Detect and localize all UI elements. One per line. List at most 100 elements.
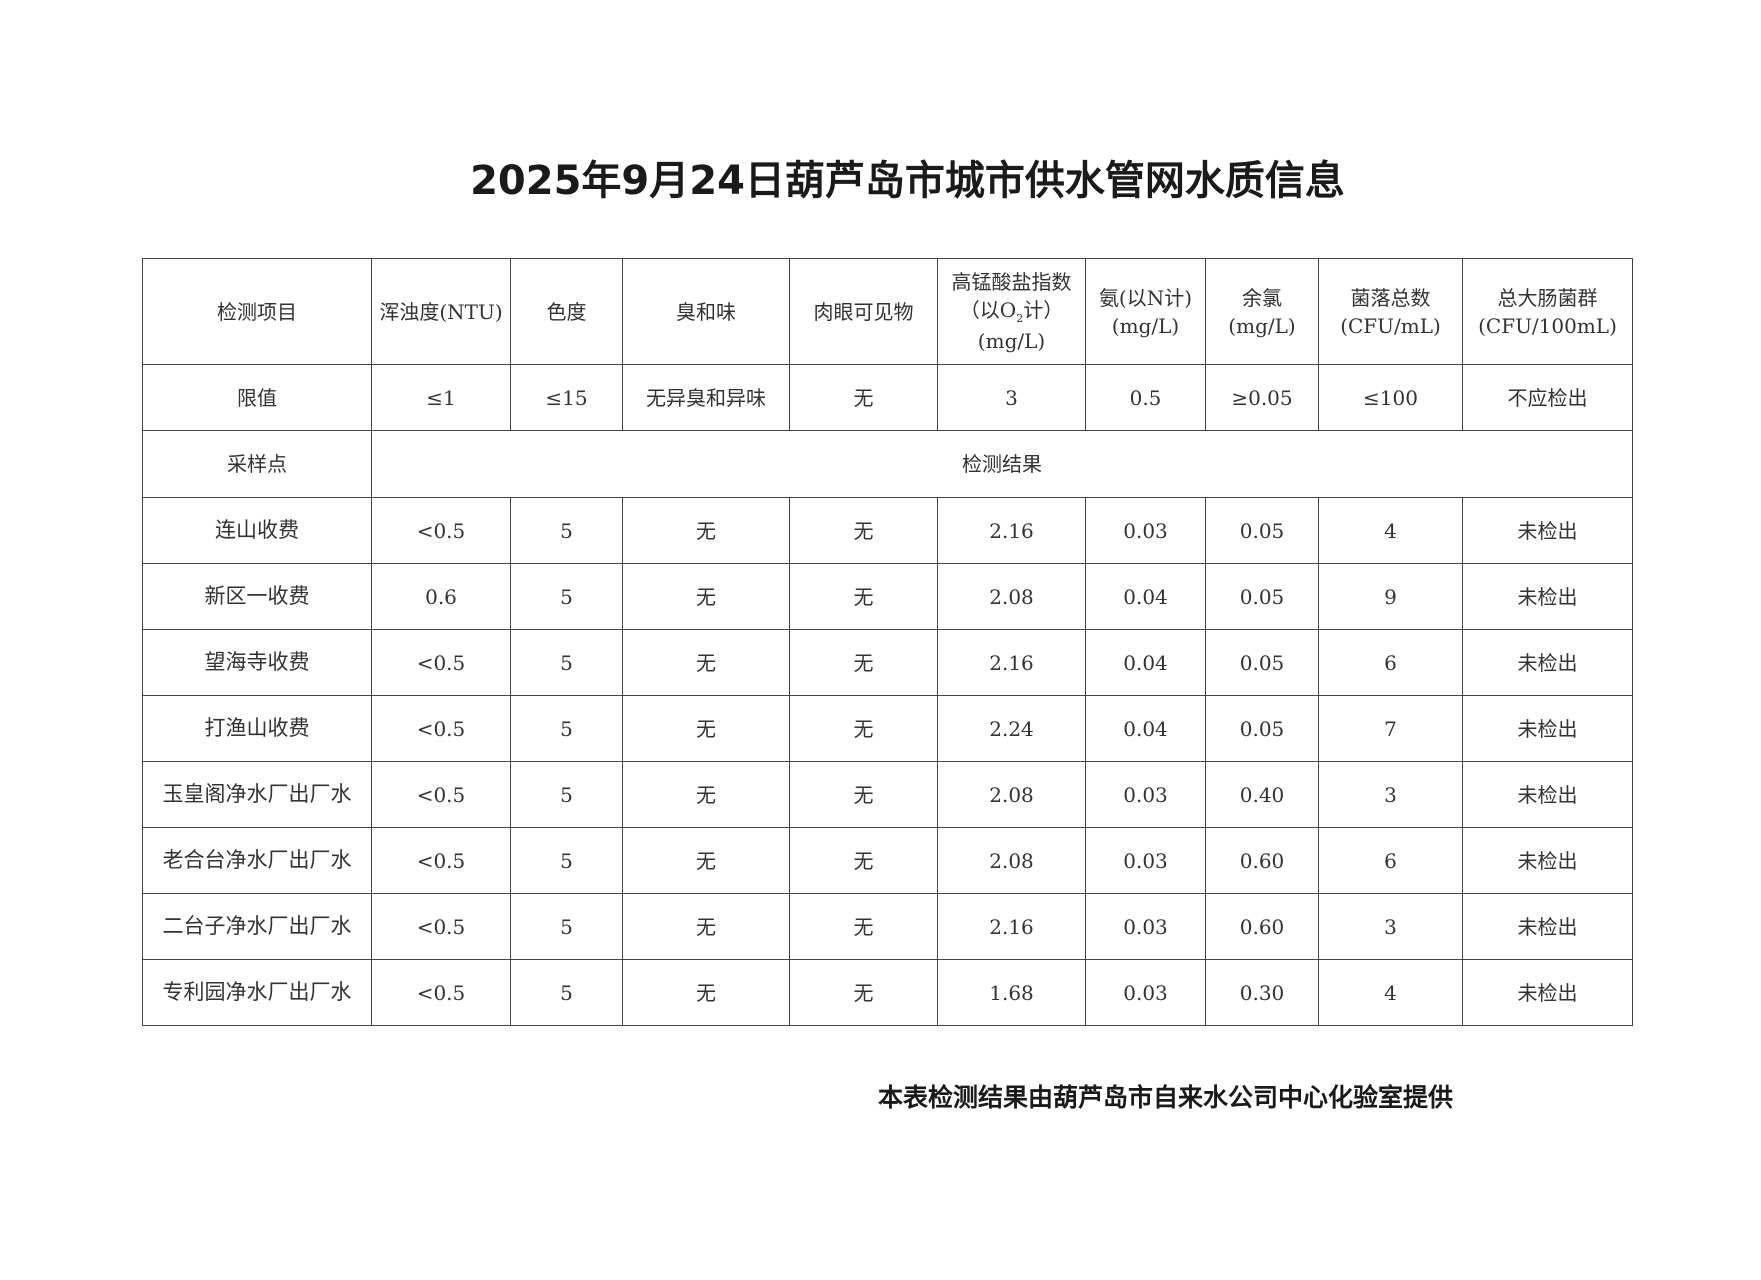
- result-cell: 未检出: [1462, 827, 1633, 894]
- header-row: 检测项目 浑浊度(NTU) 色度 臭和味 肉眼可见物 高锰酸盐指数 （以O2计）…: [142, 258, 1633, 365]
- result-cell: 未检出: [1462, 959, 1633, 1026]
- result-cell: 5: [510, 761, 623, 828]
- result-cell: 7: [1318, 695, 1463, 762]
- result-cell: 0.04: [1085, 563, 1206, 630]
- header-cell: 检测项目: [142, 258, 372, 365]
- result-cell: 6: [1318, 629, 1463, 696]
- result-cell: <0.5: [371, 695, 511, 762]
- result-cell: 无: [622, 959, 790, 1026]
- table-row: 二台子净水厂出厂水 <0.5 5 无无 2.16 0.03 0.60 3 未检出: [142, 893, 1633, 960]
- result-cell: 0.30: [1205, 959, 1319, 1026]
- sampling-point: 望海寺收费: [142, 629, 372, 696]
- header-label: 菌落总数: [1350, 285, 1431, 310]
- result-cell: 未检出: [1462, 761, 1633, 828]
- table-row: 打渔山收费 <0.5 5 无无 2.24 0.04 0.05 7 未检出: [142, 695, 1633, 762]
- result-cell: 0.03: [1085, 893, 1206, 960]
- limit-cell: ≤100: [1318, 364, 1463, 431]
- sampling-point: 老合台净水厂出厂水: [142, 827, 372, 894]
- header-label: 检测项目: [217, 299, 297, 324]
- header-cell: 氨(以N计) (mg/L): [1085, 258, 1206, 365]
- result-cell: 未检出: [1462, 497, 1633, 564]
- header-sublabel: （以O2计）: [959, 298, 1064, 326]
- result-cell: 4: [1318, 959, 1463, 1026]
- result-cell: 无: [789, 827, 938, 894]
- sampling-label: 采样点: [142, 430, 372, 498]
- result-cell: 1.68: [937, 959, 1086, 1026]
- result-cell: 无: [789, 695, 938, 762]
- table-row: 玉皇阁净水厂出厂水 <0.5 5 无无 2.08 0.03 0.40 3 未检出: [142, 761, 1633, 828]
- header-cell: 浑浊度(NTU): [371, 258, 511, 365]
- result-cell: 5: [510, 827, 623, 894]
- header-unit: (mg/L): [977, 328, 1046, 353]
- header-label: 浑浊度(NTU): [379, 299, 503, 324]
- result-cell: 2.08: [937, 761, 1086, 828]
- result-cell: 3: [1318, 893, 1463, 960]
- sampling-point: 二台子净水厂出厂水: [142, 893, 372, 960]
- sampling-point: 专利园净水厂出厂水: [142, 959, 372, 1026]
- result-cell: 2.16: [937, 629, 1086, 696]
- result-cell: 0.03: [1085, 497, 1206, 564]
- result-cell: 2.16: [937, 893, 1086, 960]
- header-label: 总大肠菌群: [1497, 285, 1598, 310]
- header-unit: (mg/L): [1228, 313, 1296, 338]
- header-cell: 臭和味: [622, 258, 790, 365]
- result-cell: <0.5: [371, 959, 511, 1026]
- header-label: 色度: [546, 299, 587, 324]
- sampling-point: 打渔山收费: [142, 695, 372, 762]
- result-cell: 无: [789, 959, 938, 1026]
- header-unit: (mg/L): [1111, 313, 1180, 338]
- table-row: 老合台净水厂出厂水 <0.5 5 无无 2.08 0.03 0.60 6 未检出: [142, 827, 1633, 894]
- result-cell: 0.04: [1085, 629, 1206, 696]
- result-cell: <0.5: [371, 497, 511, 564]
- result-cell: <0.5: [371, 893, 511, 960]
- table-row: 专利园净水厂出厂水 <0.5 5 无无 1.68 0.03 0.30 4 未检出: [142, 959, 1633, 1026]
- limit-cell: 无: [789, 364, 938, 431]
- result-cell: 0.05: [1205, 497, 1319, 564]
- result-cell: 5: [510, 893, 623, 960]
- header-unit: (CFU/mL): [1340, 313, 1441, 338]
- result-cell: 0.40: [1205, 761, 1319, 828]
- result-cell: 2.24: [937, 695, 1086, 762]
- limit-cell: ≥0.05: [1205, 364, 1319, 431]
- result-cell: 5: [510, 959, 623, 1026]
- result-cell: 无: [622, 629, 790, 696]
- result-cell: <0.5: [371, 827, 511, 894]
- limit-cell: ≤1: [371, 364, 511, 431]
- limit-cell: 3: [937, 364, 1086, 431]
- result-cell: <0.5: [371, 629, 511, 696]
- header-label: 氨(以N计): [1098, 285, 1193, 310]
- result-cell: 2.08: [937, 827, 1086, 894]
- result-cell: 5: [510, 695, 623, 762]
- result-cell: 0.60: [1205, 827, 1319, 894]
- limit-row: 限值 ≤1 ≤15 无异臭和异味无 3 0.5 ≥0.05 ≤100 不应检出: [142, 364, 1633, 431]
- footer-note: 本表检测结果由葫芦岛市自来水公司中心化验室提供: [878, 1083, 1454, 1112]
- limit-cell: 不应检出: [1462, 364, 1633, 431]
- result-cell: 0.05: [1205, 563, 1319, 630]
- result-cell: 无: [622, 827, 790, 894]
- result-cell: 未检出: [1462, 629, 1633, 696]
- header-cell: 高锰酸盐指数 （以O2计） (mg/L): [937, 258, 1086, 365]
- result-cell: 未检出: [1462, 893, 1633, 960]
- result-cell: 6: [1318, 827, 1463, 894]
- result-cell: 无: [789, 893, 938, 960]
- document-title: 2025年9月24日葫芦岛市城市供水管网水质信息: [470, 158, 1345, 204]
- table-row: 连山收费 <0.5 5 无无 2.16 0.03 0.05 4 未检出: [142, 497, 1633, 564]
- header-label: 肉眼可见物: [813, 299, 914, 324]
- table-row: 望海寺收费 <0.5 5 无无 2.16 0.04 0.05 6 未检出: [142, 629, 1633, 696]
- result-cell: 无: [622, 893, 790, 960]
- sampling-point: 新区一收费: [142, 563, 372, 630]
- limit-cell: 0.5: [1085, 364, 1206, 431]
- result-cell: 5: [510, 497, 623, 564]
- header-cell: 色度: [510, 258, 623, 365]
- limit-label: 限值: [142, 364, 372, 431]
- result-cell: 无: [789, 497, 938, 564]
- sampling-row: 采样点 检测结果: [142, 430, 1633, 498]
- header-label: 高锰酸盐指数: [951, 270, 1072, 295]
- result-cell: 未检出: [1462, 563, 1633, 630]
- sampling-point: 连山收费: [142, 497, 372, 564]
- water-quality-table: 检测项目 浑浊度(NTU) 色度 臭和味 肉眼可见物 高锰酸盐指数 （以O2计）…: [142, 258, 1633, 1026]
- result-cell: 无: [622, 761, 790, 828]
- result-cell: 0.03: [1085, 959, 1206, 1026]
- result-cell: 0.05: [1205, 695, 1319, 762]
- result-cell: 0.03: [1085, 827, 1206, 894]
